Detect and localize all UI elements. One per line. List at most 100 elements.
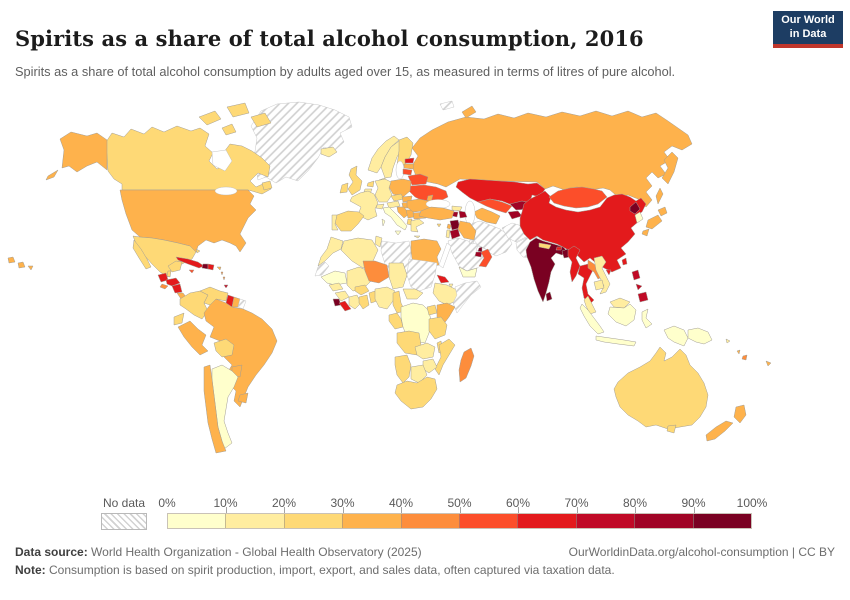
country-latvia[interactable] [403, 163, 415, 170]
country-philippines-visayas[interactable] [635, 283, 643, 291]
country-spain[interactable] [334, 210, 365, 232]
country-png[interactable] [687, 327, 713, 345]
country-malaysia-borneo[interactable] [609, 297, 631, 309]
country-honduras[interactable] [165, 277, 181, 287]
legend-no-data-swatch[interactable] [101, 513, 147, 530]
country-puerto-rico[interactable] [216, 266, 222, 271]
country-mexico[interactable] [132, 235, 197, 278]
country-belize[interactable] [166, 270, 172, 278]
country-japan-kyushu[interactable] [641, 228, 650, 237]
country-canada-island-2[interactable] [226, 102, 250, 118]
country-switzerland[interactable] [375, 203, 385, 210]
country-indonesia-sulawesi[interactable] [641, 308, 653, 329]
country-nicaragua[interactable] [171, 283, 183, 294]
legend-bin-10-20%[interactable] [225, 514, 284, 528]
country-nigeria[interactable] [374, 286, 396, 310]
legend-bin-20-30%[interactable] [283, 514, 343, 528]
legend-bin-0-10%[interactable] [168, 514, 226, 528]
country-tanzania[interactable] [428, 316, 448, 340]
country-cambodia[interactable] [593, 279, 605, 291]
country-australia[interactable] [613, 346, 709, 430]
country-canada-island-1[interactable] [198, 110, 222, 126]
country-netherlands[interactable] [366, 180, 375, 188]
country-croatia[interactable] [396, 206, 410, 219]
country-cyprus[interactable] [436, 223, 442, 228]
legend-bin-90-100%[interactable] [692, 514, 752, 528]
country-usa-hawaii-3[interactable] [27, 265, 34, 271]
country-israel[interactable] [445, 229, 451, 239]
country-georgia[interactable] [451, 205, 463, 212]
country-liberia[interactable] [338, 300, 352, 312]
country-canada-newfoundland[interactable] [261, 180, 273, 191]
country-cote-divoire[interactable] [348, 294, 362, 310]
legend-bin-30-40%[interactable] [342, 514, 401, 528]
country-dominica[interactable] [220, 271, 224, 276]
country-north-korea[interactable] [629, 201, 641, 215]
country-djibouti[interactable] [448, 283, 454, 289]
country-australia-tasmania[interactable] [666, 424, 677, 434]
country-kuwait[interactable] [468, 239, 475, 245]
country-belarus[interactable] [407, 173, 429, 186]
country-philippines-mindanao[interactable] [637, 291, 649, 303]
country-peru[interactable] [177, 320, 209, 356]
country-bhutan[interactable] [555, 246, 563, 251]
country-nepal[interactable] [538, 242, 552, 250]
country-estonia[interactable] [404, 157, 415, 164]
country-nz-south[interactable] [705, 420, 734, 442]
country-uk[interactable] [347, 165, 363, 196]
country-usa-hawaii-1[interactable] [7, 256, 16, 264]
country-madagascar[interactable] [458, 347, 475, 383]
country-mozambique[interactable] [434, 338, 456, 376]
country-new-caledonia[interactable] [765, 360, 772, 367]
country-botswana[interactable] [410, 364, 428, 384]
country-japan-hokkaido[interactable] [657, 206, 668, 217]
country-vietnam[interactable] [593, 255, 611, 295]
country-poland[interactable] [388, 178, 412, 198]
country-canada-island-3[interactable] [250, 112, 272, 128]
country-sudan[interactable] [406, 258, 438, 292]
country-cuba[interactable] [175, 256, 205, 269]
country-ghana[interactable] [358, 294, 370, 310]
country-sri-lanka[interactable] [545, 291, 553, 302]
country-indonesia-java[interactable] [595, 335, 637, 347]
country-eritrea[interactable] [436, 274, 450, 284]
country-italy-sicily[interactable] [394, 230, 402, 236]
country-fiji[interactable] [741, 354, 748, 361]
country-india[interactable] [525, 237, 568, 303]
country-indonesia-sumatra[interactable] [579, 303, 605, 335]
country-canada[interactable] [105, 125, 272, 195]
country-south-korea[interactable] [634, 211, 644, 224]
country-haiti[interactable] [201, 263, 209, 270]
country-senegal[interactable] [328, 282, 344, 292]
country-iceland[interactable] [320, 146, 338, 158]
country-indonesia-papua[interactable] [663, 325, 689, 347]
country-morocco[interactable] [317, 236, 344, 267]
country-tunisia[interactable] [374, 235, 383, 248]
country-venezuela[interactable] [199, 286, 229, 306]
country-taiwan[interactable] [621, 257, 628, 266]
country-france[interactable] [349, 190, 379, 221]
country-usa-alaska[interactable] [59, 131, 108, 173]
attribution-link[interactable]: OurWorldinData.org/alcohol-consumption |… [568, 545, 835, 559]
country-russia-kamchatka[interactable] [661, 151, 679, 185]
country-china[interactable] [519, 190, 647, 273]
country-greece-crete[interactable] [413, 235, 421, 239]
country-dominican-republic[interactable] [207, 263, 215, 271]
country-lithuania[interactable] [402, 168, 413, 176]
country-mexico-yucatan[interactable] [167, 260, 183, 273]
country-italy[interactable] [382, 206, 408, 231]
country-el-salvador[interactable] [159, 283, 169, 290]
legend-bin-50-60%[interactable] [459, 514, 518, 528]
country-barbados[interactable] [222, 276, 226, 281]
country-austria[interactable] [386, 200, 401, 209]
country-usa-aleutians[interactable] [45, 169, 59, 181]
country-lebanon[interactable] [446, 223, 452, 230]
country-usa-hawaii-2[interactable] [17, 261, 26, 269]
country-mauritania[interactable] [320, 270, 348, 286]
country-mongolia[interactable] [548, 186, 608, 209]
country-mexico-baja[interactable] [132, 239, 152, 270]
country-germany[interactable] [374, 178, 393, 203]
country-south-africa[interactable] [394, 376, 438, 410]
country-indonesia-borneo[interactable] [607, 303, 637, 327]
country-hainan[interactable] [605, 269, 612, 276]
